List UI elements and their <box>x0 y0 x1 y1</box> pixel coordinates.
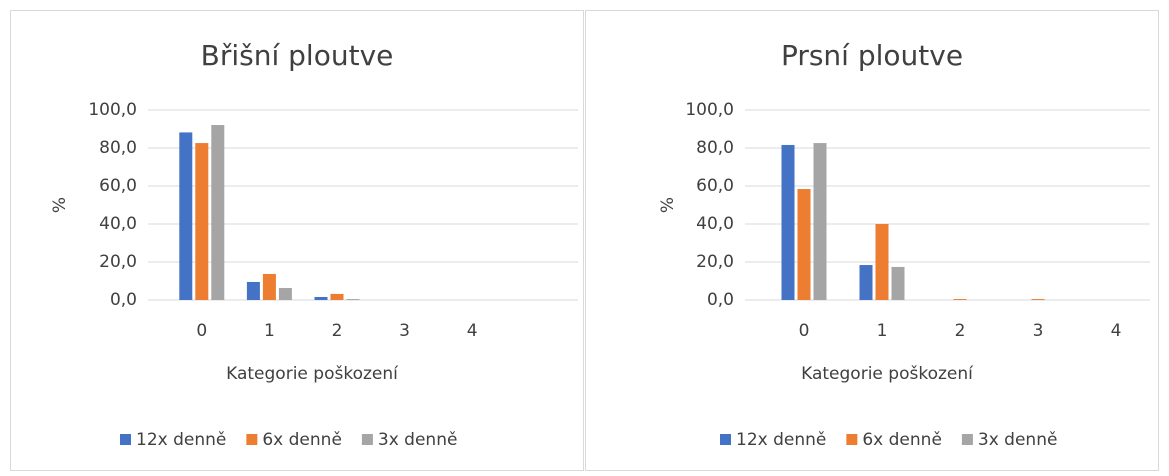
legend-swatch <box>961 434 973 445</box>
legend-label: 6x denně <box>262 430 342 450</box>
legend-swatch <box>846 434 858 445</box>
x-tick-label: 0 <box>799 321 810 341</box>
bar <box>813 143 827 300</box>
bar <box>781 144 795 300</box>
bar <box>875 224 889 300</box>
x-axis-label: Kategorie poškození <box>226 364 399 384</box>
bar <box>1031 299 1045 300</box>
bar <box>278 288 292 300</box>
legend-label: 3x denně <box>978 430 1058 450</box>
bar <box>346 299 360 300</box>
bar <box>891 266 905 300</box>
y-tick-label: 60,0 <box>696 176 734 196</box>
x-tick-label: 4 <box>467 321 478 341</box>
legend-swatch <box>720 434 731 445</box>
x-axis-label: Kategorie poškození <box>801 364 974 384</box>
y-tick-label: 100,0 <box>685 100 734 120</box>
x-tick-label: 2 <box>332 321 343 341</box>
y-axis-label: % <box>50 197 70 213</box>
y-tick-label: 20,0 <box>99 252 137 272</box>
y-tick-label: 40,0 <box>99 214 137 234</box>
y-tick-label: 0,0 <box>110 290 137 310</box>
bar <box>195 143 209 300</box>
bar <box>797 189 811 300</box>
x-tick-label: 3 <box>399 321 410 341</box>
x-tick-label: 2 <box>955 321 966 341</box>
legend-label: 3x denně <box>378 430 458 450</box>
bar <box>314 296 328 300</box>
x-tick-label: 1 <box>877 321 888 341</box>
panel <box>10 10 584 471</box>
y-tick-label: 60,0 <box>99 176 137 196</box>
y-tick-label: 80,0 <box>696 138 734 158</box>
legend-swatch <box>120 434 131 445</box>
bar <box>330 293 344 300</box>
bar <box>211 125 225 300</box>
x-tick-label: 0 <box>196 321 207 341</box>
legend-label: 6x denně <box>862 430 942 450</box>
x-tick-label: 4 <box>1111 321 1122 341</box>
bar <box>859 265 873 300</box>
bar <box>953 299 967 300</box>
legend-swatch <box>361 434 373 445</box>
y-tick-label: 40,0 <box>696 214 734 234</box>
y-tick-label: 100,0 <box>88 100 137 120</box>
panel <box>585 10 1159 471</box>
y-tick-label: 20,0 <box>696 252 734 272</box>
legend-label: 12x denně <box>136 430 226 450</box>
bar <box>179 132 193 300</box>
y-tick-label: 0,0 <box>707 290 734 310</box>
chart-title: Prsní ploutve <box>781 39 963 72</box>
y-axis-label: % <box>658 197 678 213</box>
bar <box>262 273 276 300</box>
y-tick-label: 80,0 <box>99 138 137 158</box>
x-tick-label: 3 <box>1033 321 1044 341</box>
chart-title: Břišní ploutve <box>201 39 394 72</box>
legend-swatch <box>246 434 258 445</box>
legend-label: 12x denně <box>736 430 826 450</box>
x-tick-label: 1 <box>264 321 275 341</box>
bar <box>246 281 260 300</box>
